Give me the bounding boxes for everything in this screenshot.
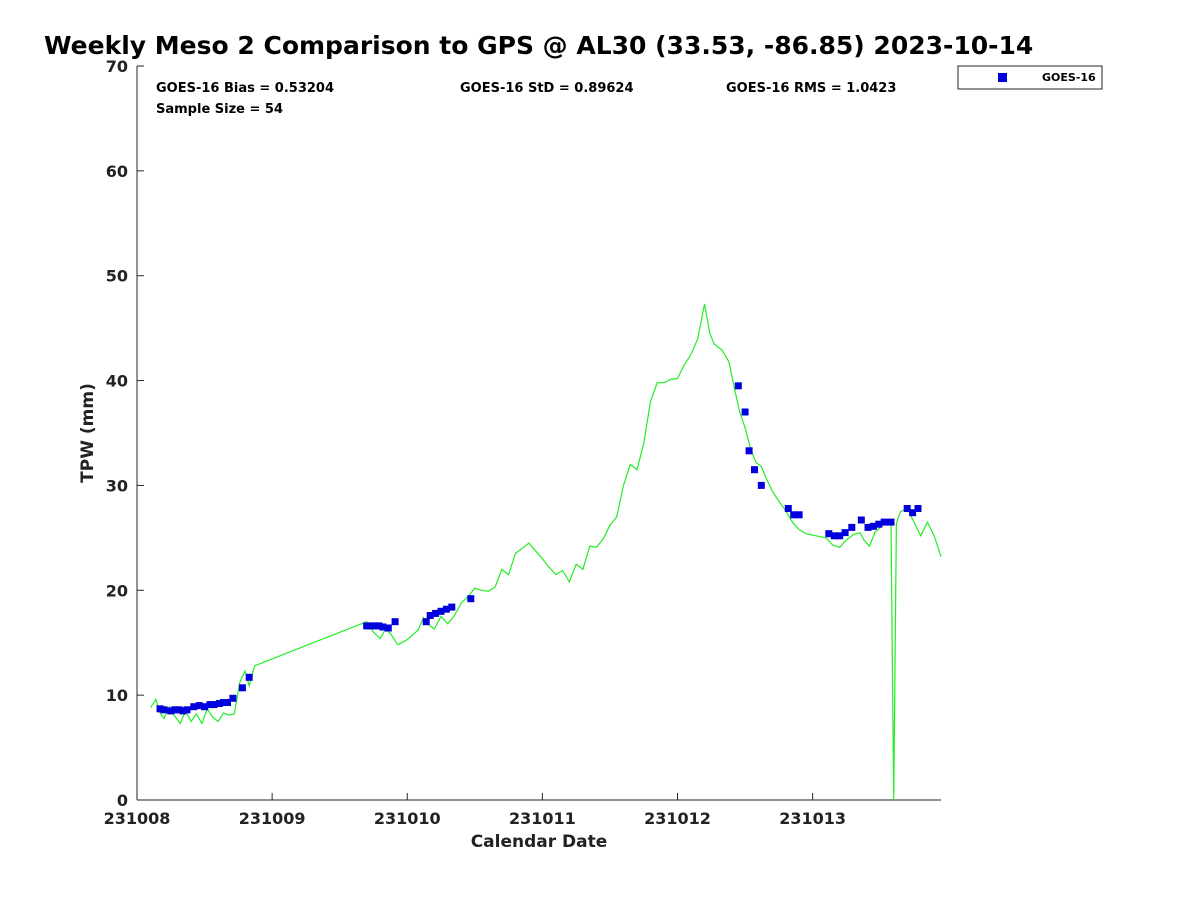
goes-16-point <box>914 505 922 512</box>
legend-entry-goes-16: GOES-16 <box>1042 71 1096 84</box>
goes-16-point <box>190 703 198 711</box>
goes-16-point <box>857 516 865 524</box>
goes-16-point <box>795 511 803 519</box>
goes-16-point <box>183 706 191 714</box>
goes-16-point <box>215 700 223 707</box>
goes-16-point <box>229 694 237 702</box>
goes-16-point <box>836 532 844 540</box>
y-tick-label: 40 <box>106 372 128 391</box>
goes-16-series <box>156 382 922 715</box>
gps-series <box>149 303 942 801</box>
goes-16-point <box>887 518 895 526</box>
y-tick-label: 30 <box>106 476 128 495</box>
x-tick-label: 231008 <box>104 809 171 828</box>
goes-16-point <box>371 622 379 630</box>
goes-16-point <box>384 624 392 632</box>
y-tick-label: 50 <box>106 267 128 286</box>
goes-16-point <box>422 618 430 626</box>
goes-16-point <box>741 408 749 416</box>
plot-area <box>136 66 941 801</box>
goes-16-point <box>210 701 218 709</box>
legend: GOES-16 <box>957 65 1103 90</box>
goes-16-point <box>745 447 753 455</box>
y-tick-label: 10 <box>106 686 128 705</box>
y-axis-label: TPW (mm) <box>78 383 98 483</box>
x-tick-label: 231010 <box>374 809 441 828</box>
chart-title: Weekly Meso 2 Comparison to GPS @ AL30 (… <box>44 31 1033 60</box>
x-ticks: 231008 231009 231010 231011 231012 231013 <box>104 793 846 828</box>
goes-16-point <box>784 505 792 512</box>
legend-marker-goes-16 <box>998 73 1007 82</box>
goes-16-point <box>179 707 187 715</box>
goes-16-point <box>757 481 765 489</box>
goes-16-point <box>238 684 246 692</box>
goes-16-point <box>426 612 434 619</box>
goes-16-point <box>442 605 450 613</box>
goes-16-point <box>909 509 917 517</box>
goes-16-point <box>467 595 475 603</box>
goes-16-point <box>206 701 214 709</box>
goes-16-point <box>367 622 375 630</box>
goes-16-point <box>391 618 399 626</box>
y-tick-label: 60 <box>106 162 128 181</box>
goes-16-point <box>841 529 849 537</box>
goes-16-point <box>825 530 833 538</box>
y-ticks: 0 10 20 30 40 50 60 70 <box>106 57 144 810</box>
goes-16-point <box>379 623 387 631</box>
goes-16-point <box>375 622 383 630</box>
stat-sample-size: Sample Size = 54 <box>156 102 283 117</box>
stat-rms: GOES-16 RMS = 1.0423 <box>726 81 896 96</box>
goes-16-point <box>167 707 175 715</box>
goes-16-point <box>875 520 883 528</box>
stat-bias: GOES-16 Bias = 0.53204 <box>156 81 334 96</box>
goes-16-point <box>224 699 231 706</box>
goes-16-point <box>156 705 164 713</box>
goes-16-point <box>790 511 798 519</box>
stat-std: GOES-16 StD = 0.89624 <box>460 81 634 96</box>
goes-16-point <box>160 706 168 714</box>
goes-16-point <box>869 522 877 530</box>
goes-16-point <box>880 518 888 526</box>
goes-16-point <box>171 706 179 714</box>
x-tick-label: 231012 <box>644 809 711 828</box>
goes-16-point <box>201 703 209 711</box>
y-tick-label: 20 <box>106 581 128 600</box>
goes-16-point <box>734 382 742 390</box>
goes-16-point <box>830 532 838 540</box>
goes-16-point <box>848 523 856 531</box>
goes-16-point <box>751 466 758 474</box>
goes-16-point <box>245 673 253 681</box>
y-tick-label: 0 <box>117 791 128 810</box>
x-tick-label: 231011 <box>509 809 576 828</box>
goes-16-point <box>363 622 371 630</box>
gps-series-line <box>149 303 942 801</box>
x-axis-label: Calendar Date <box>471 832 608 852</box>
legend-box <box>957 65 1103 90</box>
x-tick-label: 231013 <box>779 809 846 828</box>
goes-16-point <box>864 523 872 531</box>
goes-16-point <box>448 603 456 611</box>
goes-16-point <box>220 699 227 706</box>
goes-16-point <box>432 609 440 617</box>
y-tick-label: 70 <box>106 57 128 76</box>
x-tick-label: 231009 <box>239 809 306 828</box>
goes-16-point <box>437 607 445 615</box>
goes-16-point <box>175 706 183 714</box>
goes-16-point <box>195 702 203 710</box>
goes-16-point <box>903 505 911 512</box>
